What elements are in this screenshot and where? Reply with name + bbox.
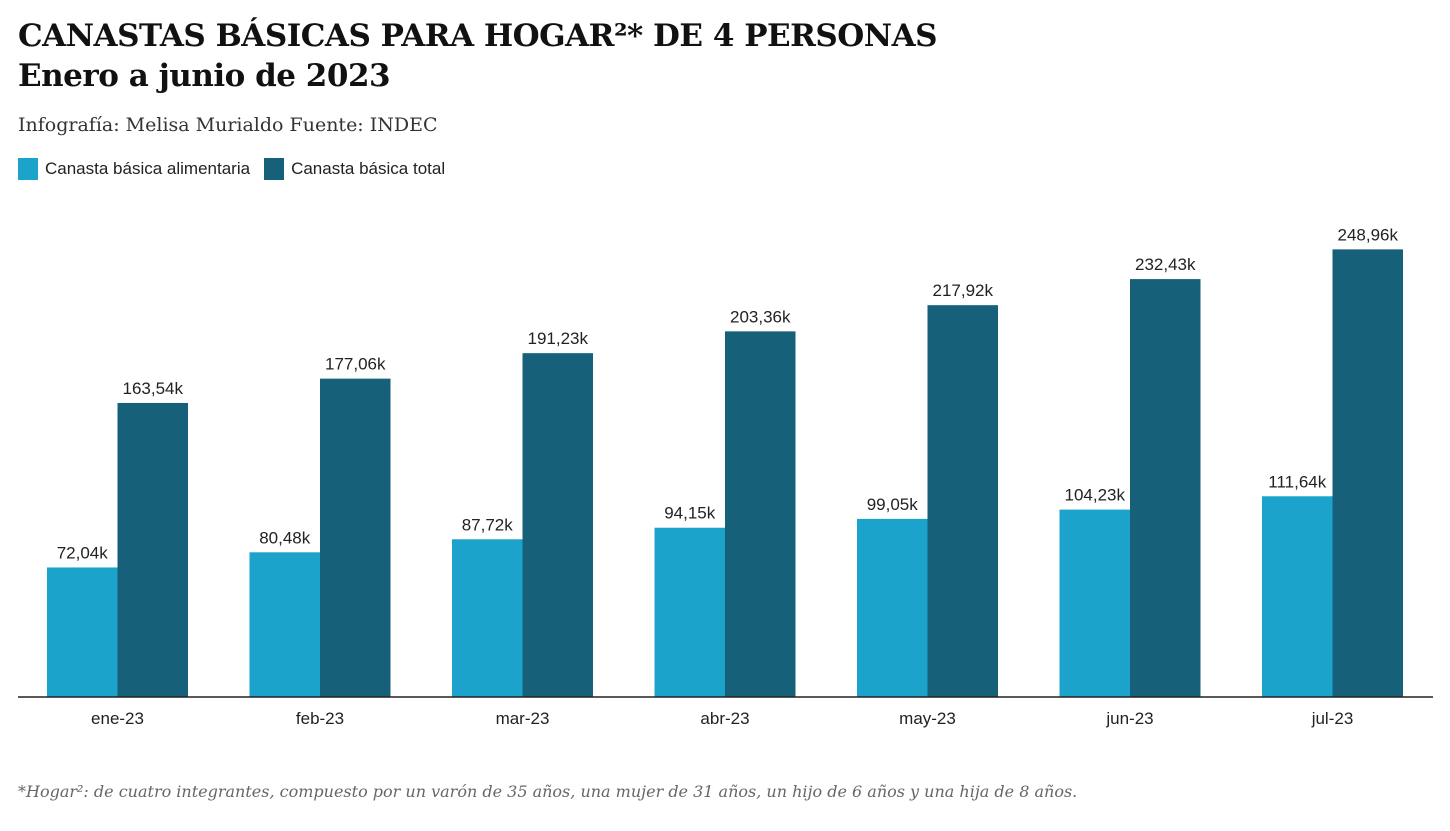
- data-label: 80,48k: [259, 528, 311, 547]
- bar: [47, 567, 118, 697]
- x-tick-label: feb-23: [296, 709, 344, 728]
- legend-item-total: Canasta básica total: [264, 158, 445, 180]
- data-label: 163,54k: [123, 379, 184, 398]
- bar: [927, 305, 998, 697]
- bar: [522, 353, 593, 697]
- x-tick-label: jul-23: [1311, 709, 1354, 728]
- title-line-1: CANASTAS BÁSICAS PARA HOGAR²* DE 4 PERSO…: [18, 18, 938, 54]
- data-label: 248,96k: [1338, 225, 1399, 244]
- bar: [857, 518, 928, 697]
- bar: [1332, 249, 1403, 697]
- x-tick-label: may-23: [899, 709, 956, 728]
- x-tick-label: mar-23: [496, 709, 550, 728]
- chart-subtitle: Infografía: Melisa Murialdo Fuente: INDE…: [18, 114, 438, 136]
- data-label: 99,05k: [867, 495, 919, 514]
- x-tick-label: ene-23: [91, 709, 144, 728]
- bar: [249, 552, 320, 697]
- x-tick-label: abr-23: [700, 709, 749, 728]
- footnote: *Hogar²: de cuatro integrantes, compuest…: [18, 782, 1078, 801]
- legend-item-alimentaria: Canasta básica alimentaria: [18, 158, 250, 180]
- legend-swatch: [18, 158, 38, 180]
- bar: [320, 378, 391, 697]
- data-label: 87,72k: [462, 515, 514, 534]
- legend-swatch: [264, 158, 285, 180]
- data-label: 217,92k: [933, 281, 994, 300]
- legend-label: Canasta básica alimentaria: [45, 159, 251, 178]
- data-label: 94,15k: [664, 504, 716, 523]
- bar: [117, 402, 188, 697]
- bar: [452, 539, 523, 697]
- data-label: 104,23k: [1065, 486, 1126, 505]
- data-label: 191,23k: [528, 329, 589, 348]
- data-label: 232,43k: [1135, 255, 1196, 274]
- x-tick-label: jun-23: [1105, 709, 1153, 728]
- legend-label: Canasta básica total: [291, 159, 446, 178]
- data-label: 177,06k: [325, 355, 386, 374]
- data-label: 72,04k: [57, 543, 109, 562]
- data-label: 203,36k: [730, 307, 791, 326]
- bar: [725, 331, 796, 697]
- bar: [1130, 279, 1201, 697]
- bar: [1059, 509, 1130, 697]
- bar: [1262, 496, 1333, 697]
- bar: [654, 527, 725, 697]
- title-line-2: Enero a junio de 2023: [18, 58, 391, 94]
- chart-title: CANASTAS BÁSICAS PARA HOGAR²* DE 4 PERSO…: [18, 16, 938, 96]
- data-label: 111,64k: [1268, 472, 1326, 491]
- legend: Canasta básica alimentaria Canasta básic…: [18, 158, 445, 180]
